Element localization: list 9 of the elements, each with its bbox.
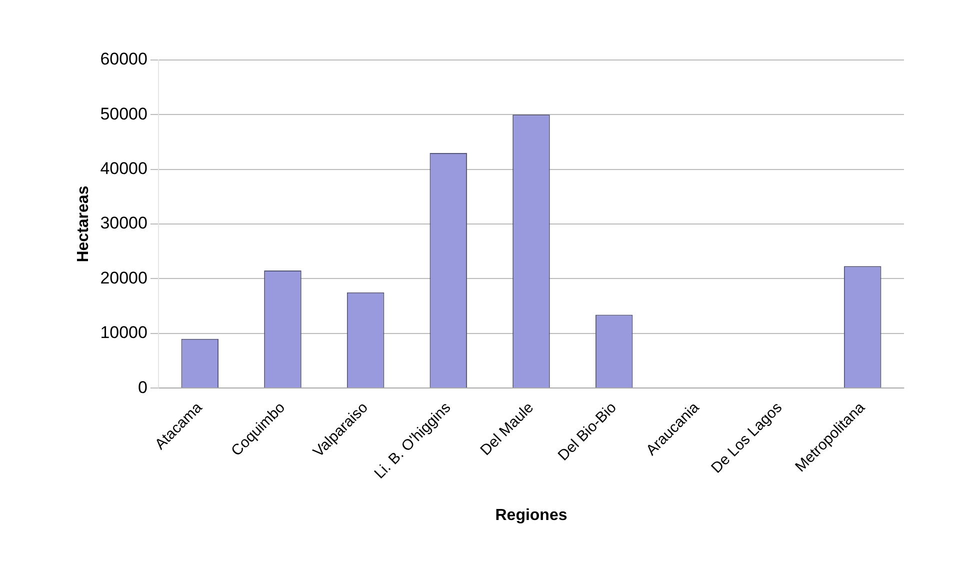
y-tick-label: 0 xyxy=(138,378,148,397)
y-tick-label: 50000 xyxy=(100,104,148,124)
y-tick-label: 60000 xyxy=(100,50,148,69)
y-axis-title: Hectareas xyxy=(75,186,92,262)
y-tick-label: 20000 xyxy=(100,268,148,288)
y-tick-label: 30000 xyxy=(100,214,148,233)
x-axis-title: Regiones xyxy=(495,506,568,524)
y-tick-label: 10000 xyxy=(100,323,148,342)
y-tick-label: 40000 xyxy=(100,159,148,178)
